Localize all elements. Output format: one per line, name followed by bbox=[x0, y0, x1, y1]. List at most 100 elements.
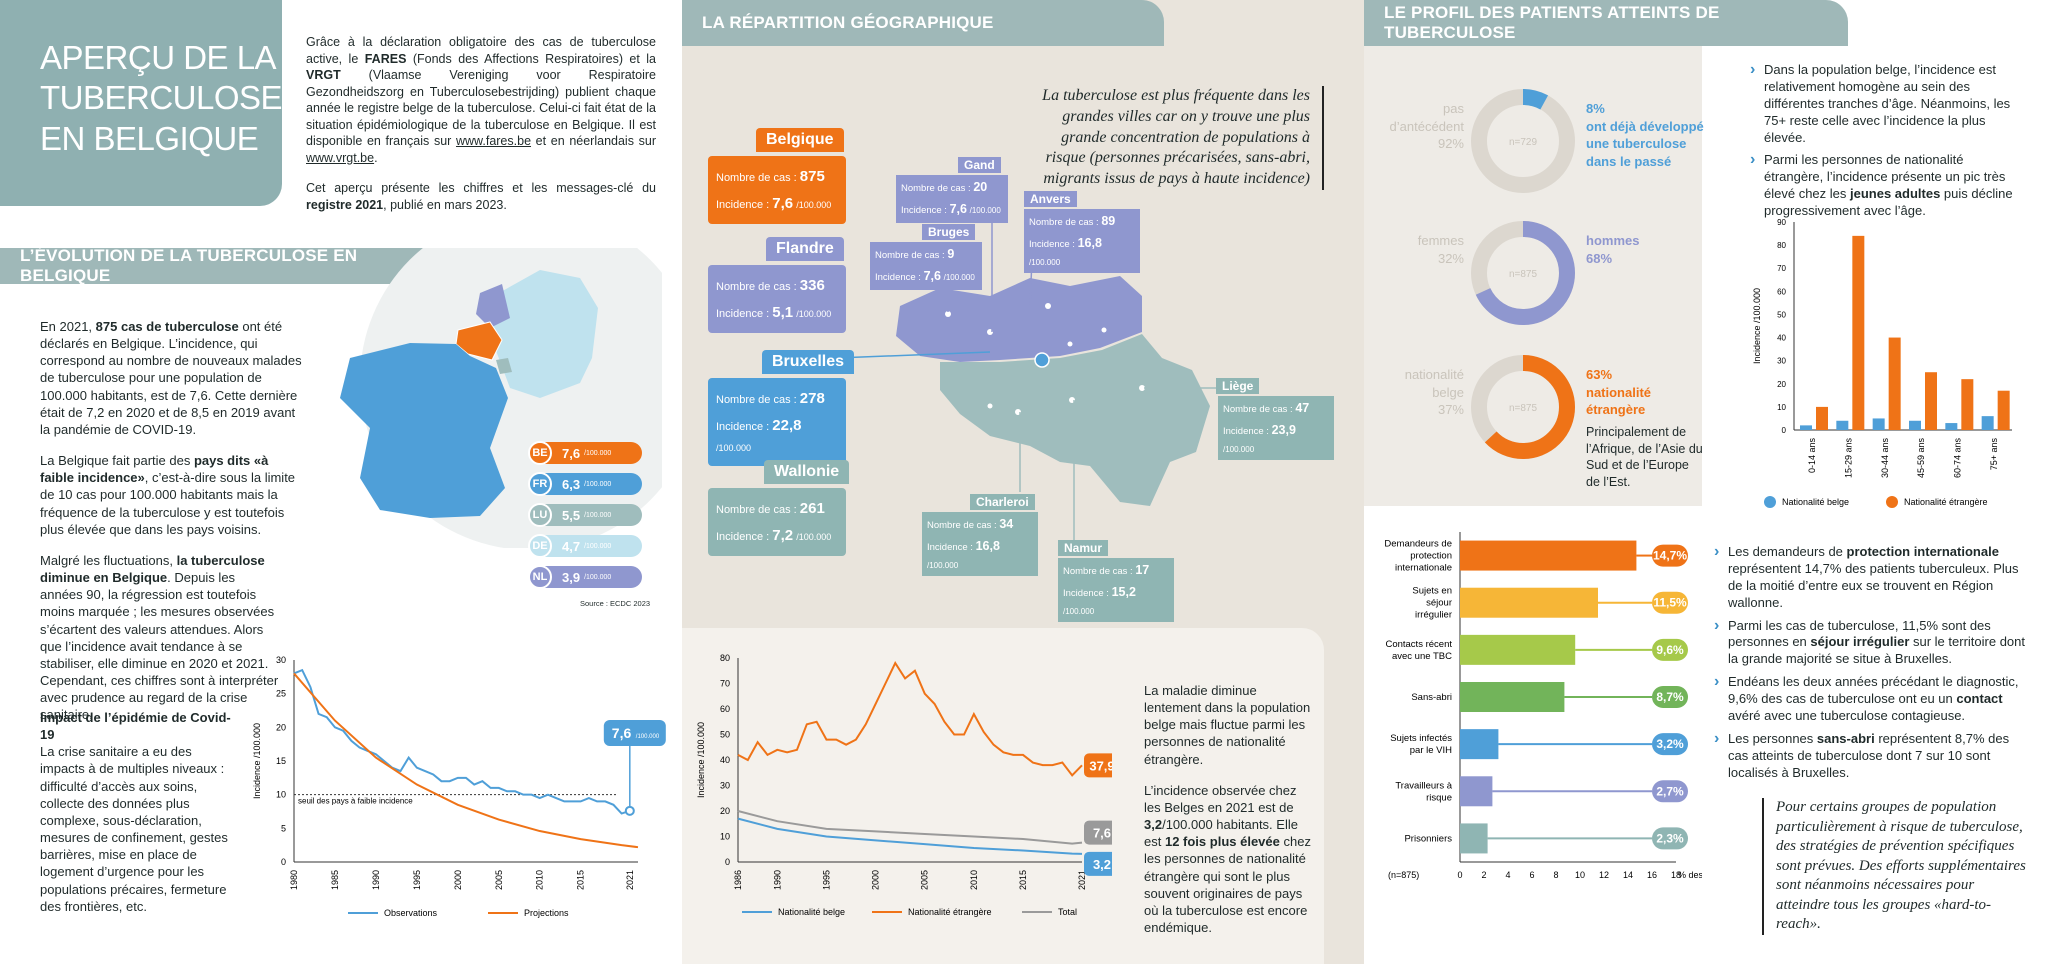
chart4-value-pill bbox=[1652, 733, 1688, 756]
chart3-category-label: 30-44 ans bbox=[1880, 438, 1890, 479]
chart3-bar-belge bbox=[1909, 420, 1921, 430]
chart3-bar-belge bbox=[1836, 420, 1849, 430]
chart4-xtick: 0 bbox=[1457, 870, 1462, 880]
chart3-bar-etrangere bbox=[1925, 372, 1937, 430]
chart4-category-label: risque bbox=[1426, 792, 1452, 803]
chart1-ytick: 20 bbox=[276, 722, 286, 732]
chart2-ylabel: Incidence /100.000 bbox=[696, 722, 706, 798]
link-vrgt[interactable]: www.vrgt.be bbox=[306, 150, 375, 165]
map-dot-anvers bbox=[1045, 303, 1051, 309]
chart3-bar-belge bbox=[1981, 416, 1994, 430]
chart4-category-label: Prisonniers bbox=[1404, 833, 1452, 844]
map-wallonia bbox=[940, 334, 1210, 506]
chart2-end-label-total: 7,6 bbox=[1093, 826, 1111, 841]
right-top-bg bbox=[1364, 46, 1702, 506]
donut-left-text: nationalité belge bbox=[1404, 367, 1464, 400]
chart2-ytick: 30 bbox=[720, 781, 730, 791]
chart1-xtick: 1985 bbox=[330, 870, 340, 890]
chart4-xtick: 14 bbox=[1623, 870, 1633, 880]
chart2-xtick: 2000 bbox=[871, 870, 881, 890]
chart2-ytick: 50 bbox=[720, 730, 730, 740]
chart3-category-label: 75+ ans bbox=[1989, 438, 1999, 471]
chart3-bar-etrangere bbox=[1816, 406, 1828, 430]
chart4-value-pill bbox=[1652, 591, 1688, 614]
chart4-value-label: 9,6% bbox=[1656, 643, 1684, 657]
geo-section-title: LA RÉPARTITION GÉOGRAPHIQUE bbox=[682, 0, 1164, 46]
donut-right-label-2: hommes 68% bbox=[1586, 232, 1704, 267]
chart3-legend-etrangere: Nationalité étrangère bbox=[1904, 497, 1988, 507]
donut-right-pct: 8% bbox=[1586, 101, 1605, 116]
risk-bullets: Les demandeurs de protection internation… bbox=[1714, 542, 2032, 788]
map-netherlands bbox=[476, 284, 510, 328]
chart2-end-box-belge bbox=[1084, 851, 1112, 876]
chart2-series-belge bbox=[737, 817, 1083, 855]
donut-left-label-2: femmes 32% bbox=[1384, 232, 1464, 267]
donut-left-pct: 37% bbox=[1437, 402, 1464, 418]
chart2-series-total bbox=[737, 810, 1083, 845]
evolution-section-title: L’ÉVOLUTION DE LA TUBERCULOSE EN BELGIQU… bbox=[0, 246, 462, 285]
chart1-xtick: 2000 bbox=[453, 870, 463, 890]
chart3-ytick: 0 bbox=[1782, 426, 1787, 435]
belgium-map bbox=[896, 276, 1210, 506]
chart3-ytick: 40 bbox=[1777, 334, 1786, 343]
chart3-category-label: 15-29 ans bbox=[1844, 438, 1854, 479]
chart4-xlabel: % des cas bbox=[1678, 870, 1702, 880]
chart1-ytick: 25 bbox=[276, 689, 286, 699]
chart3-bar-belge bbox=[1945, 423, 1958, 430]
chart4-xtick: 4 bbox=[1505, 870, 1510, 880]
donut-left-pct: 32% bbox=[1437, 250, 1464, 266]
europe-map bbox=[340, 248, 662, 548]
donut-left-text: femmes bbox=[1417, 233, 1464, 248]
chart4-bar bbox=[1460, 682, 1565, 712]
country-pill-lu: LU 5,5/100.000 bbox=[528, 503, 642, 527]
chart4-category-label: internationale bbox=[1395, 563, 1452, 574]
chart1-callout-value: 7,6 bbox=[612, 725, 632, 741]
chart2-ytick: 70 bbox=[720, 679, 730, 689]
middle-lower-bg bbox=[682, 628, 1324, 964]
donut-3: n=875 bbox=[1471, 355, 1575, 459]
map-dot-liege bbox=[1139, 385, 1145, 391]
covid-impact: Impact de l’épidémie de Covid-19 La cris… bbox=[40, 709, 240, 915]
chart3-legend-dot-belge bbox=[1764, 496, 1776, 508]
chart3-bar-etrangere bbox=[1888, 337, 1901, 430]
intro-text: Grâce à la déclaration obligatoire des c… bbox=[306, 35, 656, 212]
map-luxembourg bbox=[496, 358, 512, 374]
chart4-category-label: Sujets infectés bbox=[1390, 733, 1452, 744]
chart1-xtick: 2015 bbox=[576, 870, 586, 890]
chart1-ytick: 15 bbox=[276, 756, 286, 766]
chart2-xtick: 1995 bbox=[821, 870, 831, 890]
chart1-ytick: 30 bbox=[276, 655, 286, 665]
chart3-category-label: 60-74 ans bbox=[1953, 438, 1963, 479]
geo-quote: La tuberculose est plus fréquente dans l… bbox=[1040, 86, 1324, 190]
chart4-value-label: 2,7% bbox=[1656, 784, 1684, 798]
chart4-category-label: irrégulier bbox=[1415, 610, 1452, 621]
risk-bullet-1: Les demandeurs de protection internation… bbox=[1714, 542, 2032, 612]
chart4-bar bbox=[1460, 634, 1576, 665]
chart1-series-projections bbox=[293, 672, 639, 849]
main-title-block: APERÇU DE LA TUBERCULOSE EN BELGIQUE bbox=[0, 0, 283, 206]
chart-risk-groups: 14,7% Demandeurs deprotectioninternationa… bbox=[1384, 532, 1702, 880]
donut-2: n=875 bbox=[1471, 221, 1575, 325]
chart3-category-label: 0-14 ans bbox=[1807, 438, 1817, 474]
chart3-ytick: 90 bbox=[1777, 218, 1786, 227]
map-dot-mons bbox=[987, 403, 993, 409]
ecdc-source: Source : ECDC 2023 bbox=[580, 599, 651, 608]
chart1-xtick: 1995 bbox=[412, 870, 422, 890]
chart3-bar-etrangere bbox=[1852, 235, 1865, 430]
donut-left-pct: 92% bbox=[1437, 136, 1464, 152]
chart1-ylabel: Incidence /100.000 bbox=[252, 723, 262, 799]
chart4-value-label: 2,3% bbox=[1656, 831, 1684, 845]
country-pill-be: BE 7,6/100.000 bbox=[528, 441, 642, 465]
donut-right-text: ont déjà développé une tuberculose dans … bbox=[1586, 118, 1704, 169]
donut-right-pct: hommes bbox=[1586, 233, 1640, 248]
chart2-legend-0: Nationalité belge bbox=[778, 907, 845, 917]
chart3-ytick: 80 bbox=[1777, 241, 1786, 250]
chart3-ylabel: Incidence /100.000 bbox=[1752, 288, 1762, 364]
donut-arc bbox=[1471, 89, 1575, 193]
donut-1: n=729 bbox=[1471, 89, 1575, 193]
chart2-xtick: 2021 bbox=[1077, 870, 1087, 890]
chart3-legend-dot-etrangere bbox=[1886, 496, 1898, 508]
link-fares[interactable]: www.fares.be bbox=[455, 134, 532, 148]
chart1-callout-unit: /100.000 bbox=[636, 734, 660, 740]
nationality-text: La maladie diminue lentement dans la pop… bbox=[1144, 683, 1311, 936]
